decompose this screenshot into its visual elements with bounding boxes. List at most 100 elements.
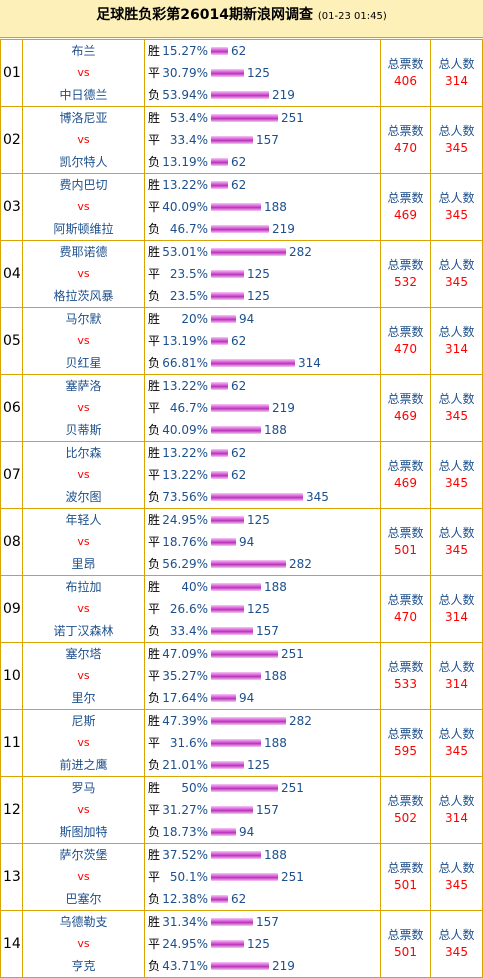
match-teams: 罗马 vs 斯图加特 [22,776,145,844]
vote-bar [211,136,253,144]
vote-bar [211,292,244,300]
match-number: 02 [0,106,23,174]
outcome-label: 负 [148,959,161,973]
vote-percent: 53.01% [162,245,208,259]
total-votes-label: 总票数 [387,258,424,272]
match-teams: 费耶诺德 vs 格拉茨风暴 [22,240,145,308]
total-votes-cell: 总票数 532 [380,240,431,308]
win-row: 胜 13.22% 62 [148,174,380,196]
vote-bar [211,672,261,680]
away-team: 亨克 [71,959,96,973]
home-team: 费内巴切 [59,178,108,192]
vote-bar [211,315,236,323]
vote-count: 157 [256,915,279,929]
vote-bar [211,895,228,903]
table-row: 03 费内巴切 vs 阿斯顿维拉 胜 13.22% 62 平 40.09% 188 负 46.7% 21… [0,173,483,241]
loss-row: 负 40.09% 188 [148,419,380,441]
total-votes-label: 总票数 [387,928,424,942]
survey-time: (01-23 01:45) [317,11,387,22]
vote-percent: 24.95% [162,937,208,951]
vote-count: 62 [231,334,247,348]
loss-row: 负 18.73% 94 [148,821,380,843]
vote-count: 345 [306,490,329,504]
win-row: 胜 47.09% 251 [148,643,380,665]
away-team: 凯尔特人 [59,155,108,169]
home-team: 尼斯 [71,714,96,728]
outcome-label: 负 [148,356,161,370]
outcome-label: 负 [148,758,161,772]
vote-bar [211,181,228,189]
win-row: 胜 47.39% 282 [148,710,380,732]
win-row: 胜 50% 251 [148,777,380,799]
draw-row: 平 46.7% 219 [148,397,380,419]
vote-percent: 46.7% [169,222,208,236]
total-people-value: 345 [445,945,468,959]
table-row: 13 萨尔茨堡 vs 巴塞尔 胜 37.52% 188 平 50.1% 251 负 12.38% 62 总… [0,843,483,911]
vote-count: 251 [281,647,304,661]
vote-count: 62 [231,892,247,906]
vote-count: 219 [272,401,295,415]
match-teams: 费内巴切 vs 阿斯顿维拉 [22,173,145,241]
vote-bar [211,270,244,278]
draw-row: 平 31.27% 157 [148,799,380,821]
loss-row: 负 56.29% 282 [148,553,380,575]
loss-row: 负 66.81% 314 [148,352,380,374]
total-votes-label: 总票数 [387,593,424,607]
total-votes-cell: 总票数 501 [380,843,431,911]
outcome-label: 负 [148,557,161,571]
home-team: 马尔默 [65,312,102,326]
away-team: 波尔图 [65,490,102,504]
outcome-label: 平 [148,267,161,281]
vote-bar [211,828,236,836]
total-votes-label: 总票数 [387,459,424,473]
vote-count: 219 [272,959,295,973]
away-team: 贝蒂斯 [65,423,102,437]
total-people-value: 345 [445,141,468,155]
vote-count: 125 [247,937,270,951]
away-team: 斯图加特 [59,825,108,839]
vote-percent: 26.6% [169,602,208,616]
total-votes-value: 406 [394,74,417,88]
match-teams: 比尔森 vs 波尔图 [22,441,145,509]
outcome-label: 负 [148,624,161,638]
total-votes-cell: 总票数 533 [380,642,431,710]
vote-bar [211,359,295,367]
total-people-label: 总人数 [438,57,475,71]
total-votes-value: 532 [394,275,417,289]
win-row: 胜 20% 94 [148,308,380,330]
total-people-cell: 总人数 345 [430,240,483,308]
total-people-cell: 总人数 314 [430,307,483,375]
loss-row: 负 13.19% 62 [148,151,380,173]
vote-breakdown: 胜 50% 251 平 31.27% 157 负 18.73% 94 [144,776,381,844]
vote-breakdown: 胜 53.4% 251 平 33.4% 157 负 13.19% 62 [144,106,381,174]
total-votes-value: 595 [394,744,417,758]
vote-count: 94 [239,825,255,839]
table-row: 09 布拉加 vs 诺丁汉森林 胜 40% 188 平 26.6% 125 负 33.4% 157 总票数… [0,575,483,643]
home-team: 乌德勒支 [59,915,108,929]
outcome-label: 胜 [148,312,161,326]
vote-count: 314 [298,356,321,370]
total-votes-value: 470 [394,141,417,155]
vote-bar [211,69,244,77]
vote-bar [211,158,228,166]
outcome-label: 胜 [148,513,161,527]
home-team: 布兰 [71,44,96,58]
vote-count: 188 [264,669,287,683]
outcome-label: 平 [148,870,161,884]
vote-breakdown: 胜 24.95% 125 平 18.76% 94 负 56.29% 282 [144,508,381,576]
match-teams: 年轻人 vs 里昂 [22,508,145,576]
vote-bar [211,114,278,122]
match-teams: 乌德勒支 vs 亨克 [22,910,145,978]
match-teams: 布兰 vs 中日德兰 [22,39,145,107]
vote-percent: 56.29% [162,557,208,571]
home-team: 布拉加 [65,580,102,594]
vote-breakdown: 胜 47.39% 282 平 31.6% 188 负 21.01% 125 [144,709,381,777]
total-people-label: 总人数 [438,794,475,808]
vote-count: 251 [281,781,304,795]
vote-bar [211,717,286,725]
total-people-value: 345 [445,409,468,423]
match-number: 04 [0,240,23,308]
draw-row: 平 33.4% 157 [148,129,380,151]
total-people-value: 345 [445,476,468,490]
